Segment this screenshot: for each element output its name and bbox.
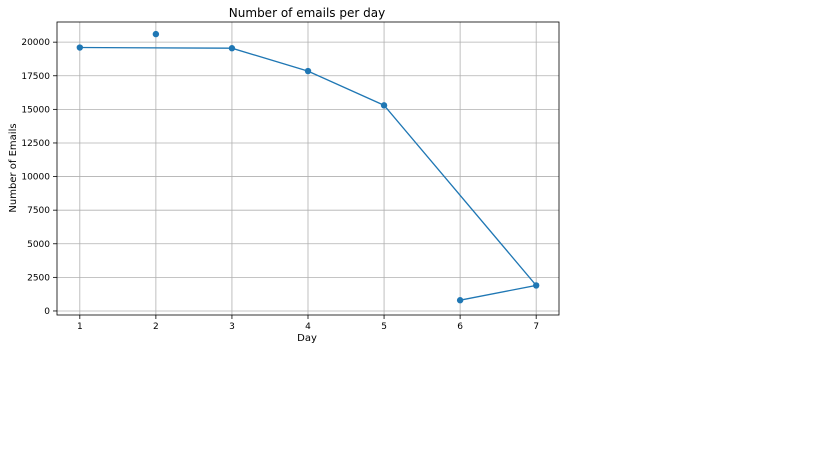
y-tick-label-10000: 10000: [21, 173, 50, 183]
y-tick-label-2500: 2500: [27, 273, 50, 283]
data-point-day-1: [76, 44, 84, 51]
x-tick-label-5: 5: [381, 322, 387, 332]
data-series: [76, 30, 540, 304]
x-tick-label-2: 2: [153, 322, 159, 332]
plot-frame: [56, 21, 560, 316]
y-tick-label-17500: 17500: [21, 72, 50, 82]
data-point-day-7: [532, 282, 540, 289]
y-tick-label-0: 0: [44, 307, 50, 317]
y-tick-label-5000: 5000: [27, 240, 50, 250]
y-tick-label-12500: 12500: [21, 139, 50, 149]
x-tick-label-3: 3: [229, 322, 235, 332]
y-tick-label-7500: 7500: [27, 206, 50, 216]
y-axis-label: Number of Emails: [8, 123, 19, 212]
grid-lines: [57, 22, 559, 315]
x-axis-label: Day: [297, 333, 317, 344]
chart-title: Number of emails per day: [229, 6, 385, 20]
y-tick-label-15000: 15000: [21, 105, 50, 115]
y-tick-label-20000: 20000: [21, 38, 50, 48]
x-tick-label-1: 1: [77, 322, 83, 332]
x-tick-label-6: 6: [457, 322, 463, 332]
series-line: [79, 46, 538, 301]
data-point-day-6: [456, 297, 464, 304]
data-point-day-3: [228, 45, 236, 52]
data-point-day-5: [380, 102, 388, 109]
data-point-day-4: [304, 67, 312, 75]
x-tick-label-7: 7: [533, 322, 539, 332]
x-tick-label-4: 4: [305, 322, 311, 332]
data-point-day-2: [152, 30, 160, 38]
axis-ticks: 1 2 3 4 5 6 7 0 2500 5000 7500 10000 12500 15000 17500…: [21, 38, 539, 332]
